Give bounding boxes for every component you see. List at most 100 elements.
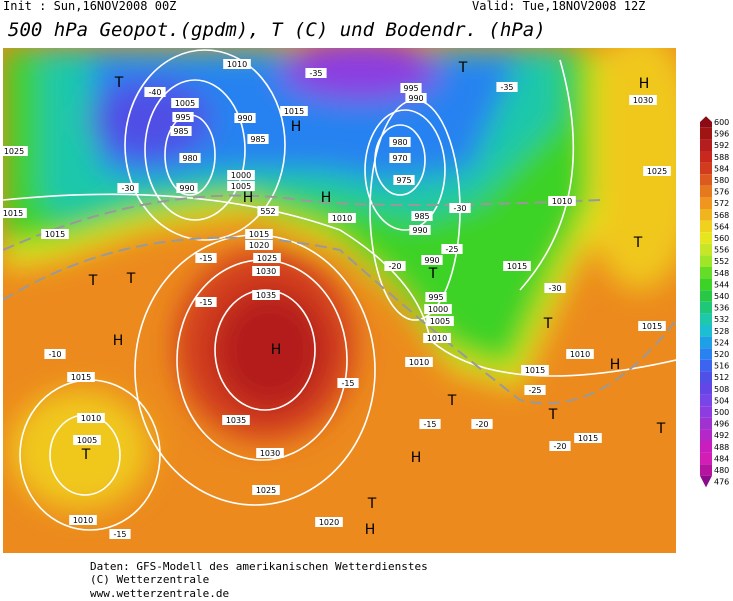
contour-label: 1015 (249, 230, 269, 239)
contour-label: -15 (341, 379, 354, 388)
map-title: 500 hPa Geopot.(gpdm), T (C) und Bodendr… (8, 19, 546, 41)
label-box (419, 419, 441, 429)
colorbar-label: 476 (714, 478, 729, 487)
contour-label: 1025 (4, 147, 24, 156)
colorbar-label: 532 (714, 315, 729, 324)
colorbar-label: 520 (714, 350, 729, 359)
colorbar-swatch (700, 313, 712, 325)
colorbar-label: 584 (714, 164, 729, 173)
label-box (471, 419, 493, 429)
colorbar-label: 544 (714, 280, 729, 289)
footer-line: Daten: GFS-Modell des amerikanischen Wet… (90, 560, 428, 573)
label-box (328, 213, 356, 223)
contour-label: 1010 (409, 358, 429, 367)
label-box (409, 225, 431, 235)
pressure-center: T (367, 496, 377, 512)
contour-label: -40 (148, 88, 161, 97)
colorbar-swatch (700, 116, 712, 128)
contour-label: 1015 (284, 107, 304, 116)
pressure-center: H (113, 333, 124, 349)
contour-label: -15 (199, 254, 212, 263)
contour-label: 1020 (319, 518, 339, 527)
colorbar-label: 524 (714, 338, 729, 347)
contour-label: -30 (453, 204, 466, 213)
contour-label: 990 (424, 256, 439, 265)
label-box (425, 292, 447, 302)
contour-label: 1025 (647, 167, 667, 176)
label-box (0, 208, 27, 218)
colorbar-label: 556 (714, 246, 729, 255)
pressure-center: H (610, 357, 621, 373)
label-box (629, 95, 657, 105)
colorbar-label: 568 (714, 211, 729, 220)
label-box (411, 211, 433, 221)
colorbar-swatch (700, 464, 712, 476)
contour-label: -15 (113, 530, 126, 539)
footer-line: www.wetterzentrale.de (90, 587, 229, 600)
colorbar-swatch (700, 220, 712, 233)
colorbar-label: 572 (714, 199, 729, 208)
colorbar-swatch (700, 185, 712, 198)
label-box (227, 181, 255, 191)
contour-label: 995 (428, 293, 443, 302)
label-box (496, 82, 518, 92)
colorbar-label: 560 (714, 234, 729, 243)
colorbar-swatch (700, 325, 712, 337)
contour-label: 552 (260, 207, 275, 216)
label-box (280, 106, 308, 116)
label-box (643, 166, 671, 176)
contour-label: 990 (237, 114, 252, 123)
label-box (245, 229, 273, 239)
label-box (305, 68, 327, 78)
colorbar-swatch (700, 417, 712, 430)
contour-label: 970 (392, 154, 407, 163)
colorbar-label: 492 (714, 431, 729, 440)
pressure-center: H (365, 522, 376, 538)
contour-label: 1030 (633, 96, 653, 105)
pressure-center: H (243, 190, 254, 206)
label-box (405, 93, 427, 103)
contour-label: -35 (309, 69, 322, 78)
label-box (400, 83, 422, 93)
label-box (172, 112, 194, 122)
pressure-center: T (428, 266, 438, 282)
label-box (638, 321, 666, 331)
contour-label: 980 (392, 138, 407, 147)
contour-label: 1010 (570, 350, 590, 359)
contour-label: -15 (199, 298, 212, 307)
contour-label: -30 (121, 184, 134, 193)
contour-label: 990 (179, 184, 194, 193)
contour-label: 995 (175, 113, 190, 122)
contour-label: 990 (412, 226, 427, 235)
pressure-center: T (114, 75, 124, 91)
colorbar-swatch (700, 348, 712, 360)
label-box (389, 137, 411, 147)
label-box (256, 448, 284, 458)
contour-label: 985 (250, 135, 265, 144)
contour-label: 990 (408, 94, 423, 103)
colorbar-label: 536 (714, 304, 729, 313)
colorbar-label: 548 (714, 269, 729, 278)
contour-label: 1035 (226, 416, 246, 425)
contour-label: 1015 (507, 262, 527, 271)
label-box (223, 59, 251, 69)
colorbar-swatch (700, 127, 712, 140)
colorbar-swatch (700, 232, 712, 244)
label-box (521, 365, 549, 375)
colorbar-swatch (700, 336, 712, 349)
colorbar-label: 508 (714, 385, 729, 394)
colorbar-swatch (700, 429, 712, 441)
contour-label: 1035 (256, 291, 276, 300)
colorbar-label: 480 (714, 466, 729, 475)
contour-label: 1015 (3, 209, 23, 218)
label-box (117, 183, 139, 193)
colorbar-swatch (700, 475, 712, 488)
label-box (389, 153, 411, 163)
contour-label: 985 (173, 127, 188, 136)
colorbar-swatch (700, 255, 712, 267)
pressure-center: H (321, 190, 332, 206)
contour-label: -20 (475, 420, 488, 429)
label-box (109, 529, 131, 539)
contour-label: -25 (445, 245, 458, 254)
